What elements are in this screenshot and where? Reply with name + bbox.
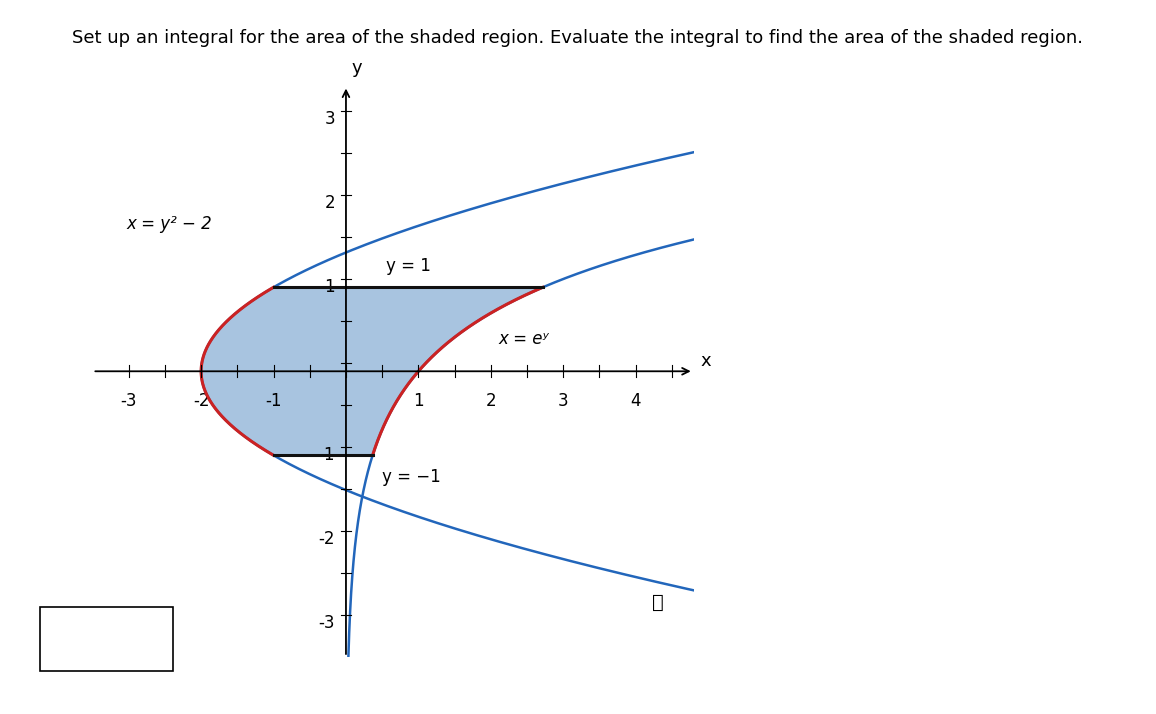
Text: -2: -2 bbox=[193, 392, 209, 411]
Text: -1: -1 bbox=[319, 446, 335, 464]
Text: y: y bbox=[351, 59, 362, 77]
Text: 4: 4 bbox=[630, 392, 640, 411]
Text: x: x bbox=[701, 352, 711, 370]
Text: -2: -2 bbox=[319, 531, 335, 548]
Text: ⓘ: ⓘ bbox=[652, 593, 664, 612]
Text: -3: -3 bbox=[120, 392, 136, 411]
Text: -1: -1 bbox=[265, 392, 282, 411]
Text: 2: 2 bbox=[486, 392, 496, 411]
Text: 3: 3 bbox=[325, 110, 335, 129]
Text: Set up an integral for the area of the shaded region. Evaluate the integral to f: Set up an integral for the area of the s… bbox=[73, 29, 1083, 46]
Text: 1: 1 bbox=[325, 278, 335, 296]
Text: x = y² − 2: x = y² − 2 bbox=[126, 216, 212, 233]
Text: 1: 1 bbox=[413, 392, 424, 411]
Text: -3: -3 bbox=[319, 614, 335, 633]
Text: y = −1: y = −1 bbox=[383, 468, 440, 486]
Text: x = eʸ: x = eʸ bbox=[498, 331, 549, 348]
Text: 2: 2 bbox=[325, 194, 335, 212]
Text: y = 1: y = 1 bbox=[386, 256, 431, 275]
Text: 3: 3 bbox=[558, 392, 569, 411]
